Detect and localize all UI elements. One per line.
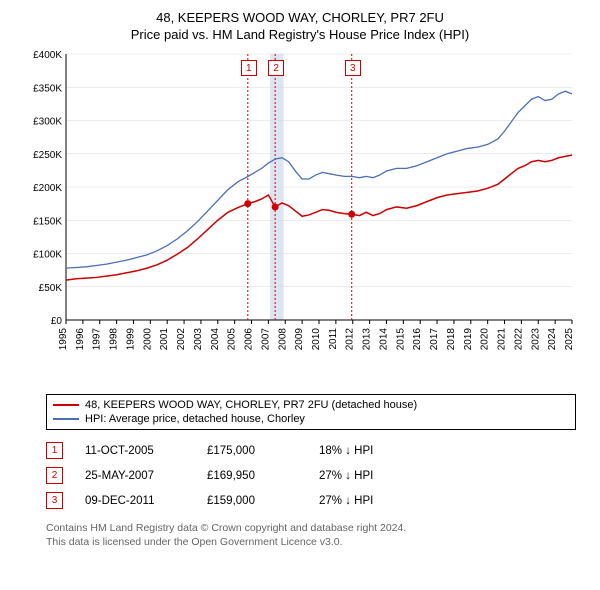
svg-text:2009: 2009 <box>294 328 305 351</box>
svg-text:2006: 2006 <box>244 328 255 351</box>
svg-text:2011: 2011 <box>328 328 339 350</box>
svg-text:£50K: £50K <box>39 283 63 294</box>
svg-text:£200K: £200K <box>33 183 62 194</box>
svg-text:£0: £0 <box>51 316 63 327</box>
footer-attribution: Contains HM Land Registry data © Crown c… <box>46 521 576 549</box>
svg-text:2019: 2019 <box>463 328 474 351</box>
legend-row-1: HPI: Average price, detached house, Chor… <box>53 412 569 426</box>
chart-area: £0 £50K £100K £150K £200K £250K £300K £350K £400… <box>20 48 580 388</box>
transaction-delta: 27% ↓ HPI <box>319 495 409 507</box>
transaction-price: £169,950 <box>207 470 297 482</box>
chart-marker-2: 2 <box>268 60 284 76</box>
svg-text:1998: 1998 <box>109 328 120 351</box>
transaction-row: 2 25-MAY-2007 £169,950 27% ↓ HPI <box>46 463 576 488</box>
legend-swatch <box>53 404 79 406</box>
chart-marker-1: 1 <box>241 60 257 76</box>
transaction-date: 25-MAY-2007 <box>85 470 185 482</box>
svg-text:2000: 2000 <box>142 328 153 351</box>
svg-text:2015: 2015 <box>395 328 406 351</box>
svg-text:2003: 2003 <box>193 328 204 351</box>
legend-label: HPI: Average price, detached house, Chor… <box>85 413 305 425</box>
svg-text:1995: 1995 <box>58 328 69 351</box>
transaction-delta: 27% ↓ HPI <box>319 470 409 482</box>
transaction-marker: 1 <box>46 442 63 459</box>
transaction-row: 3 09-DEC-2011 £159,000 27% ↓ HPI <box>46 488 576 513</box>
svg-text:£250K: £250K <box>33 150 62 161</box>
footer-line1: Contains HM Land Registry data © Crown c… <box>46 521 576 535</box>
transaction-marker: 3 <box>46 492 63 509</box>
svg-text:2023: 2023 <box>530 328 541 351</box>
svg-text:2007: 2007 <box>260 328 271 351</box>
svg-text:2008: 2008 <box>277 328 288 351</box>
svg-text:2024: 2024 <box>547 328 558 351</box>
svg-text:2017: 2017 <box>429 328 440 351</box>
svg-text:2014: 2014 <box>378 328 389 351</box>
svg-text:£150K: £150K <box>33 216 62 227</box>
svg-text:2021: 2021 <box>497 328 508 351</box>
svg-text:2005: 2005 <box>227 328 238 351</box>
transaction-table: 1 11-OCT-2005 £175,000 18% ↓ HPI 2 25-MAY-200… <box>46 438 576 513</box>
legend-label: 48, KEEPERS WOOD WAY, CHORLEY, PR7 2FU (… <box>85 399 417 411</box>
chart-title-subtitle: Price paid vs. HM Land Registry's House … <box>10 27 590 42</box>
svg-text:2022: 2022 <box>513 328 524 351</box>
svg-text:2013: 2013 <box>362 328 373 351</box>
chart-title-address: 48, KEEPERS WOOD WAY, CHORLEY, PR7 2FU <box>10 10 590 25</box>
svg-text:2001: 2001 <box>159 328 170 351</box>
transaction-marker: 2 <box>46 467 63 484</box>
svg-text:2016: 2016 <box>412 328 423 351</box>
transaction-price: £175,000 <box>207 445 297 457</box>
svg-text:2018: 2018 <box>446 328 457 351</box>
transaction-date: 09-DEC-2011 <box>85 495 185 507</box>
svg-text:£400K: £400K <box>33 50 62 61</box>
footer-line2: This data is licensed under the Open Gov… <box>46 535 576 549</box>
svg-text:£350K: £350K <box>33 83 62 94</box>
transaction-delta: 18% ↓ HPI <box>319 445 409 457</box>
svg-text:1997: 1997 <box>92 328 103 351</box>
svg-text:2025: 2025 <box>564 328 575 351</box>
svg-text:£300K: £300K <box>33 117 62 128</box>
chart-title-block: 48, KEEPERS WOOD WAY, CHORLEY, PR7 2FU P… <box>10 10 590 42</box>
legend-box: 48, KEEPERS WOOD WAY, CHORLEY, PR7 2FU (… <box>46 394 576 430</box>
svg-text:2004: 2004 <box>210 328 221 351</box>
transaction-price: £159,000 <box>207 495 297 507</box>
transaction-date: 11-OCT-2005 <box>85 445 185 457</box>
svg-text:2012: 2012 <box>345 328 356 351</box>
svg-text:2010: 2010 <box>311 328 322 351</box>
transaction-row: 1 11-OCT-2005 £175,000 18% ↓ HPI <box>46 438 576 463</box>
svg-text:£100K: £100K <box>33 250 62 261</box>
svg-text:1999: 1999 <box>125 328 136 351</box>
legend-row-0: 48, KEEPERS WOOD WAY, CHORLEY, PR7 2FU (… <box>53 398 569 412</box>
chart-svg: £0 £50K £100K £150K £200K £250K £300K £350K £400… <box>20 48 580 388</box>
legend-swatch <box>53 418 79 420</box>
svg-text:2020: 2020 <box>480 328 491 351</box>
svg-text:1996: 1996 <box>75 328 86 351</box>
chart-marker-3: 3 <box>345 60 361 76</box>
svg-text:2002: 2002 <box>176 328 187 351</box>
